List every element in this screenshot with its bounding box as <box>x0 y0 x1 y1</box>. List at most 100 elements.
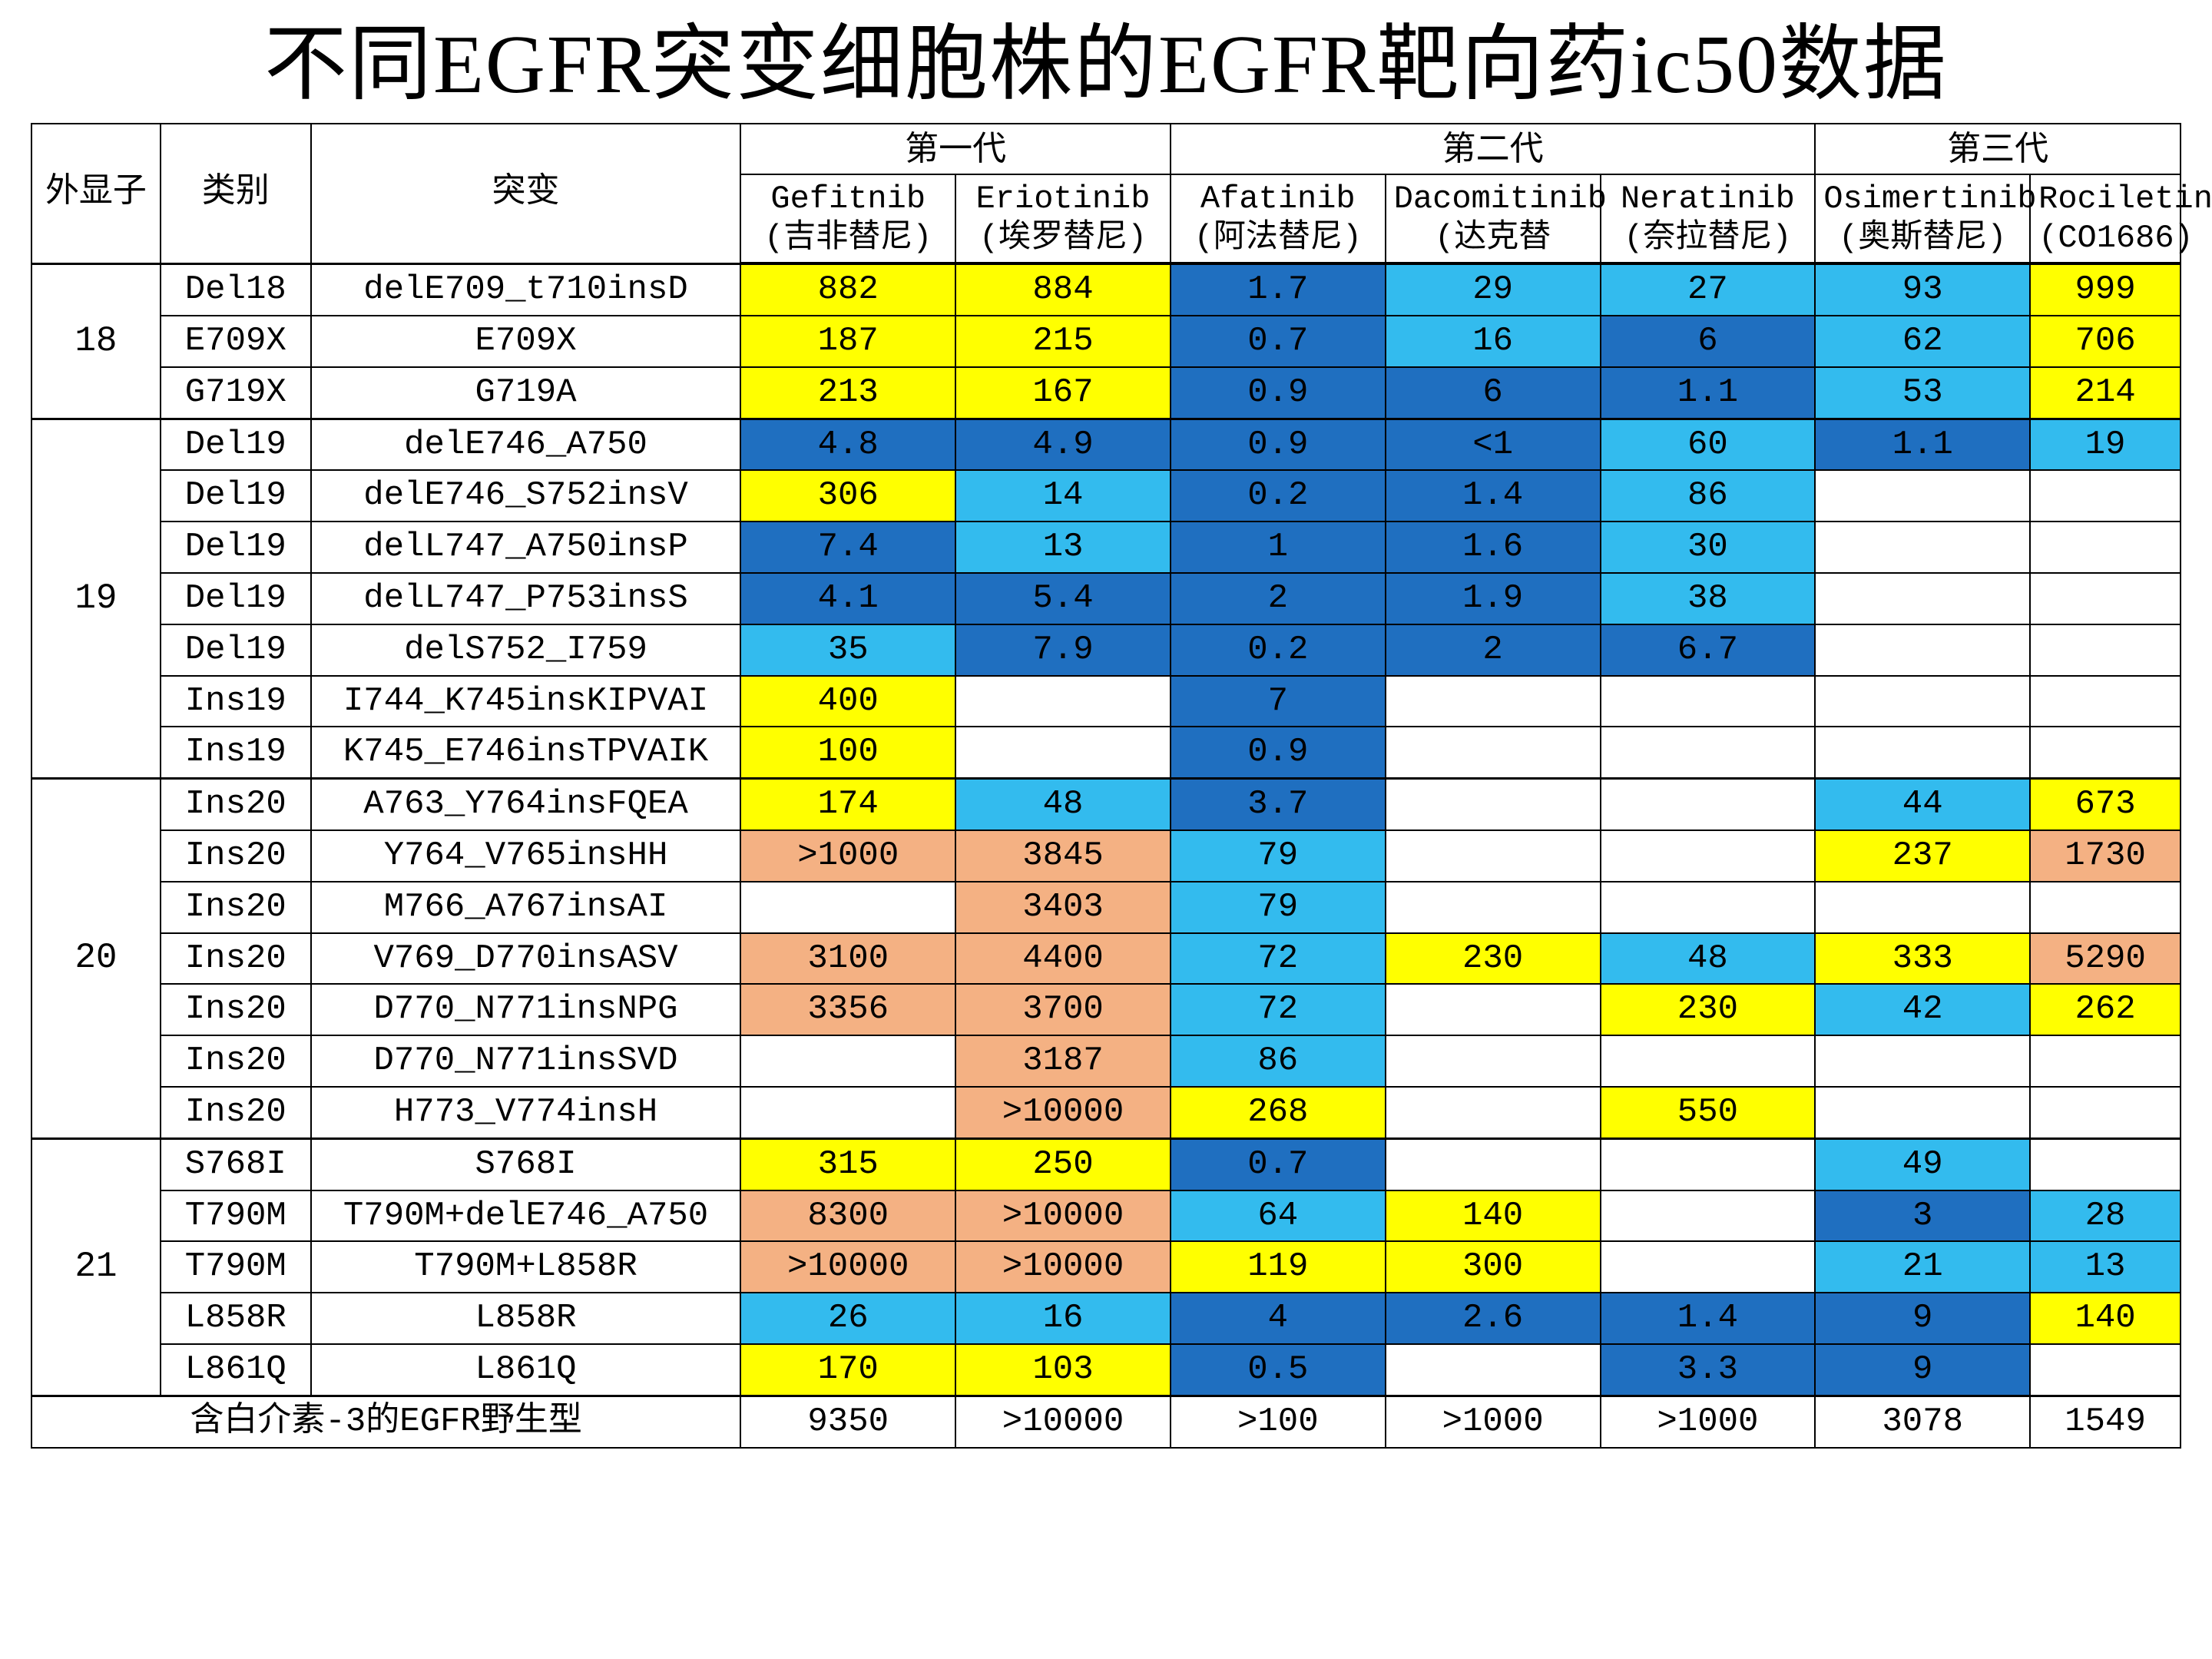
category-cell: T790M <box>161 1190 311 1242</box>
value-cell: 4.1 <box>740 573 955 624</box>
table-row: Ins20D770_N771insSVD318786 <box>31 1035 2181 1087</box>
mutation-cell: T790M+delE746_A750 <box>311 1190 741 1242</box>
value-cell: 79 <box>1171 882 1386 933</box>
value-cell: 0.7 <box>1171 1138 1386 1190</box>
value-cell: 9350 <box>740 1396 955 1447</box>
value-cell: 1.4 <box>1601 1293 1816 1344</box>
table-row: Ins20D770_N771insNPG335637007223042262 <box>31 984 2181 1035</box>
mutation-cell: H773_V774insH <box>311 1087 741 1138</box>
category-cell: S768I <box>161 1138 311 1190</box>
value-cell: 72 <box>1171 984 1386 1035</box>
value-cell: <1 <box>1386 419 1601 470</box>
value-cell: 5290 <box>2030 933 2181 985</box>
value-cell <box>1815 573 2030 624</box>
col-drug-2: Afatinib(阿法替尼) <box>1171 174 1386 263</box>
value-cell: 2 <box>1386 624 1601 676</box>
exon-cell: 19 <box>31 419 161 779</box>
value-cell: 4.9 <box>955 419 1171 470</box>
value-cell <box>2030 727 2181 778</box>
value-cell: 550 <box>1601 1087 1816 1138</box>
mutation-cell: D770_N771insNPG <box>311 984 741 1035</box>
value-cell: 1.4 <box>1386 470 1601 522</box>
value-cell <box>1601 779 1816 830</box>
value-cell: 1549 <box>2030 1396 2181 1447</box>
value-cell: >1000 <box>740 830 955 882</box>
value-cell: 48 <box>1601 933 1816 985</box>
category-cell: Del19 <box>161 624 311 676</box>
value-cell: 174 <box>740 779 955 830</box>
value-cell: >1000 <box>1386 1396 1601 1447</box>
table-row: Del19delL747_A750insP7.41311.630 <box>31 522 2181 573</box>
value-cell: >10000 <box>740 1241 955 1293</box>
mutation-cell: G719A <box>311 367 741 419</box>
col-drug-5: Osimertinib(奥斯替尼) <box>1815 174 2030 263</box>
table-row: Ins19I744_K745insKIPVAI4007 <box>31 676 2181 727</box>
value-cell <box>1386 984 1601 1035</box>
value-cell: 16 <box>955 1293 1171 1344</box>
col-drug-6: Rociletinib(CO1686) <box>2030 174 2181 263</box>
value-cell: 2.6 <box>1386 1293 1601 1344</box>
value-cell: 167 <box>955 367 1171 419</box>
value-cell <box>2030 1087 2181 1138</box>
table-row: Del19delE746_S752insV306140.21.486 <box>31 470 2181 522</box>
table-row: Ins20Y764_V765insHH>10003845792371730 <box>31 830 2181 882</box>
value-cell <box>2030 1035 2181 1087</box>
value-cell <box>1386 1344 1601 1396</box>
value-cell: 9 <box>1815 1344 2030 1396</box>
value-cell: 2 <box>1171 573 1386 624</box>
value-cell <box>1386 1035 1601 1087</box>
value-cell: 1.6 <box>1386 522 1601 573</box>
value-cell <box>1386 676 1601 727</box>
value-cell: 140 <box>2030 1293 2181 1344</box>
value-cell: 306 <box>740 470 955 522</box>
category-cell: Ins20 <box>161 984 311 1035</box>
table-row: Del19delS752_I759357.90.226.7 <box>31 624 2181 676</box>
value-cell: >10000 <box>955 1087 1171 1138</box>
value-cell: 999 <box>2030 263 2181 316</box>
table-row: T790MT790M+delE746_A7508300>100006414032… <box>31 1190 2181 1242</box>
value-cell: 0.7 <box>1171 316 1386 367</box>
value-cell <box>2030 1138 2181 1190</box>
page-title: 不同EGFR突变细胞株的EGFR靶向药ic50数据 <box>31 15 2181 115</box>
table-row: Del19delL747_P753insS4.15.421.938 <box>31 573 2181 624</box>
value-cell <box>2030 882 2181 933</box>
category-cell: Ins20 <box>161 830 311 882</box>
value-cell <box>2030 624 2181 676</box>
mutation-cell: delL747_P753insS <box>311 573 741 624</box>
value-cell: 21 <box>1815 1241 2030 1293</box>
value-cell: 0.5 <box>1171 1344 1386 1396</box>
mutation-cell: T790M+L858R <box>311 1241 741 1293</box>
value-cell: 26 <box>740 1293 955 1344</box>
category-cell: Ins20 <box>161 882 311 933</box>
category-cell: E709X <box>161 316 311 367</box>
footer-label: 含白介素-3的EGFR野生型 <box>31 1396 740 1447</box>
table-row: T790MT790M+L858R>10000>100001193002113 <box>31 1241 2181 1293</box>
mutation-cell: E709X <box>311 316 741 367</box>
exon-cell: 21 <box>31 1138 161 1396</box>
value-cell <box>1601 882 1816 933</box>
value-cell: 13 <box>2030 1241 2181 1293</box>
value-cell: 86 <box>1171 1035 1386 1087</box>
value-cell: >1000 <box>1601 1396 1816 1447</box>
value-cell: 86 <box>1601 470 1816 522</box>
value-cell: 30 <box>1601 522 1816 573</box>
mutation-cell: A763_Y764insFQEA <box>311 779 741 830</box>
value-cell: 7 <box>1171 676 1386 727</box>
category-cell: Ins19 <box>161 727 311 778</box>
value-cell: 42 <box>1815 984 2030 1035</box>
value-cell: 7.9 <box>955 624 1171 676</box>
value-cell: 0.9 <box>1171 367 1386 419</box>
value-cell: 100 <box>740 727 955 778</box>
value-cell: 5.4 <box>955 573 1171 624</box>
value-cell <box>1386 1138 1601 1190</box>
value-cell <box>1601 727 1816 778</box>
col-drug-1: Eriotinib(埃罗替尼) <box>955 174 1171 263</box>
table-row: 19Del19delE746_A7504.84.90.9<1601.119 <box>31 419 2181 470</box>
value-cell: 4.8 <box>740 419 955 470</box>
gen-1: 第一代 <box>740 124 1171 175</box>
value-cell: 0.2 <box>1171 624 1386 676</box>
value-cell <box>1601 830 1816 882</box>
page-root: 不同EGFR突变细胞株的EGFR靶向药ic50数据 外显子 类别 突变 第一代 … <box>0 0 2212 1479</box>
mutation-cell: delE746_A750 <box>311 419 741 470</box>
ic50-table: 外显子 类别 突变 第一代 第二代 第三代 Gefitnib(吉非替尼)Erio… <box>31 123 2181 1449</box>
